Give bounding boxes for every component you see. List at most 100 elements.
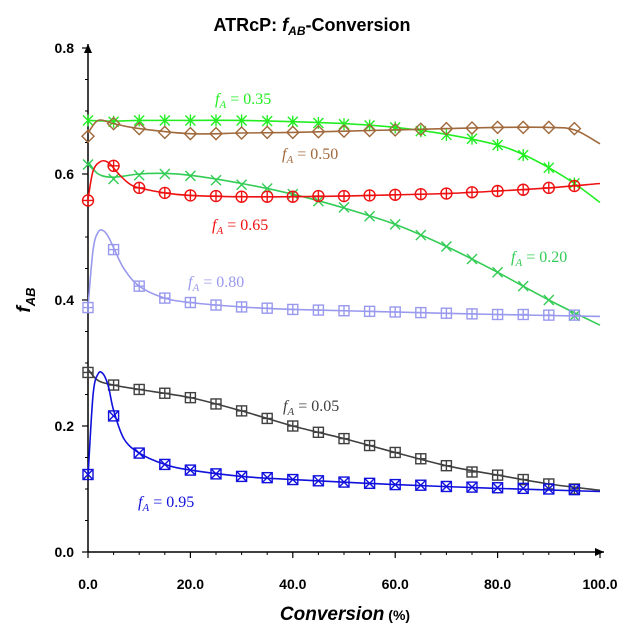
data-point [158, 186, 172, 200]
data-point [568, 309, 581, 321]
data-point [261, 412, 273, 425]
series-layer [81, 114, 601, 496]
data-point [363, 477, 376, 490]
data-point [133, 169, 145, 181]
data-point [466, 481, 478, 493]
data-point [235, 470, 248, 483]
data-point [133, 383, 145, 396]
data-point [543, 483, 555, 495]
data-point [362, 123, 377, 138]
data-point [210, 299, 222, 311]
data-point [542, 181, 555, 195]
data-point [337, 189, 351, 203]
series-0 [82, 366, 601, 495]
data-point [133, 114, 145, 127]
data-point [82, 159, 94, 171]
data-point [312, 116, 324, 129]
data-point [466, 308, 478, 320]
data-point [235, 301, 248, 313]
data-point [132, 121, 147, 136]
data-point [491, 308, 504, 321]
series-label-fa-0.05: fA = 0.05 [283, 398, 339, 418]
data-point [312, 475, 325, 487]
data-point [159, 458, 171, 471]
data-point [363, 305, 376, 318]
data-point [236, 179, 248, 191]
y-tick-label: 0.6 [55, 166, 75, 182]
data-point [133, 280, 145, 292]
data-point [209, 189, 223, 203]
data-point [414, 187, 427, 201]
series-label-fa-0.50: fA = 0.50 [282, 146, 338, 166]
data-point [440, 240, 452, 252]
data-point [338, 432, 350, 445]
chart-title: ATRcP: fAB-Conversion [213, 15, 410, 38]
series-label-fa-0.20: fA = 0.20 [511, 249, 567, 269]
x-tick-label: 20.0 [177, 576, 204, 592]
data-point [440, 480, 453, 493]
data-point [389, 188, 402, 201]
data-point [491, 184, 504, 198]
data-point [285, 125, 300, 140]
y-axis-ticks: 0.0 0.2 0.4 0.6 0.8 [55, 40, 88, 560]
x-tick-label: 100.0 [582, 576, 617, 592]
series-3 [81, 116, 601, 145]
data-point [465, 186, 479, 199]
data-point [492, 139, 504, 152]
data-point [389, 478, 401, 491]
data-point [287, 303, 299, 316]
x-axis-label: Conversion (%) [280, 604, 410, 625]
data-point [465, 121, 479, 135]
data-point [490, 120, 505, 135]
series-5 [82, 229, 601, 321]
data-point [312, 426, 325, 438]
data-point [108, 173, 120, 185]
data-point [159, 114, 171, 127]
data-point [184, 189, 197, 202]
data-point [491, 482, 504, 494]
series-4 [81, 159, 601, 207]
data-point [210, 468, 222, 480]
x-tick-label: 80.0 [484, 576, 511, 592]
series-label-fa-0.65: fA = 0.65 [212, 217, 268, 237]
data-point [388, 122, 403, 137]
data-point [491, 469, 504, 481]
data-point [568, 483, 581, 496]
data-point [413, 122, 428, 137]
data-point [466, 253, 478, 265]
data-point [210, 174, 222, 186]
data-point [516, 120, 531, 135]
series-1 [82, 159, 601, 326]
data-point [157, 125, 172, 140]
y-tick-label: 0.8 [55, 40, 75, 56]
data-point [363, 439, 376, 452]
data-point [415, 479, 427, 491]
data-point [541, 120, 556, 135]
data-point [81, 194, 95, 207]
data-point [543, 161, 555, 174]
data-point [286, 190, 299, 203]
data-point [517, 482, 529, 495]
data-point [234, 126, 249, 141]
data-point [235, 190, 248, 203]
data-point [517, 308, 529, 321]
data-point [389, 306, 401, 318]
data-point [106, 116, 121, 131]
data-point [236, 114, 248, 127]
data-point [184, 114, 196, 127]
data-point [517, 183, 530, 196]
data-point [415, 453, 427, 465]
data-point [235, 405, 248, 417]
data-point [184, 391, 197, 404]
data-point [183, 126, 198, 141]
data-point [159, 387, 171, 399]
data-point [337, 124, 351, 139]
series-line [87, 368, 601, 492]
data-point [209, 126, 223, 141]
data-point [389, 218, 401, 230]
data-point [517, 280, 529, 292]
data-point [82, 468, 94, 481]
x-tick-label: 40.0 [279, 576, 306, 592]
data-point [184, 296, 197, 309]
